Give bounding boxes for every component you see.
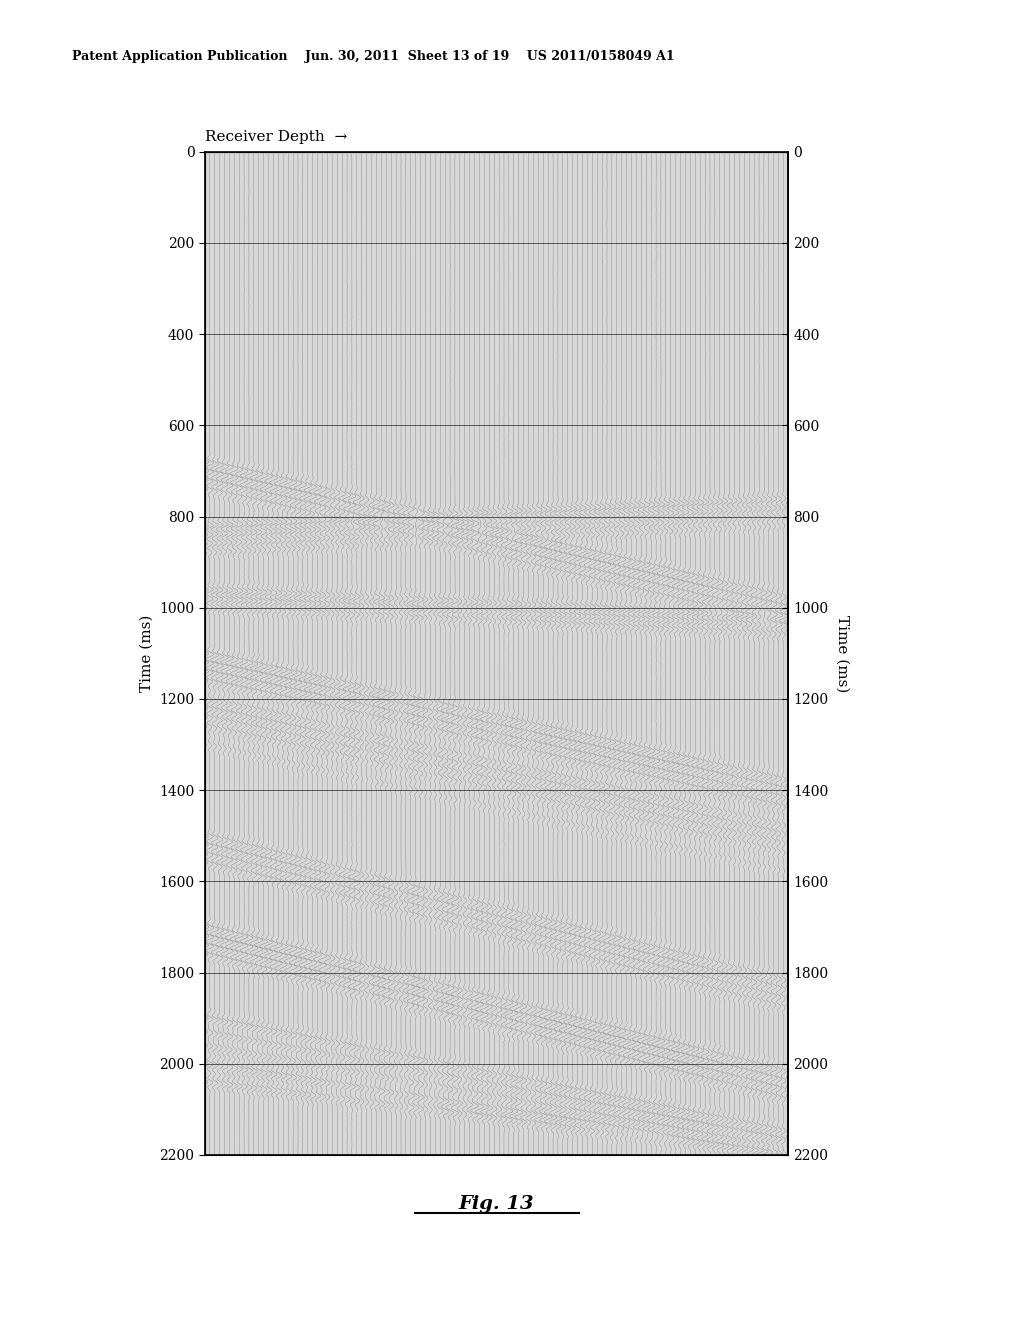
- Text: Receiver Depth  →: Receiver Depth →: [205, 129, 347, 144]
- Text: Fig. 13: Fig. 13: [459, 1195, 535, 1213]
- Y-axis label: Time (ms): Time (ms): [139, 615, 154, 692]
- Text: Patent Application Publication    Jun. 30, 2011  Sheet 13 of 19    US 2011/01580: Patent Application Publication Jun. 30, …: [72, 50, 675, 63]
- Y-axis label: Time (ms): Time (ms): [836, 615, 850, 692]
